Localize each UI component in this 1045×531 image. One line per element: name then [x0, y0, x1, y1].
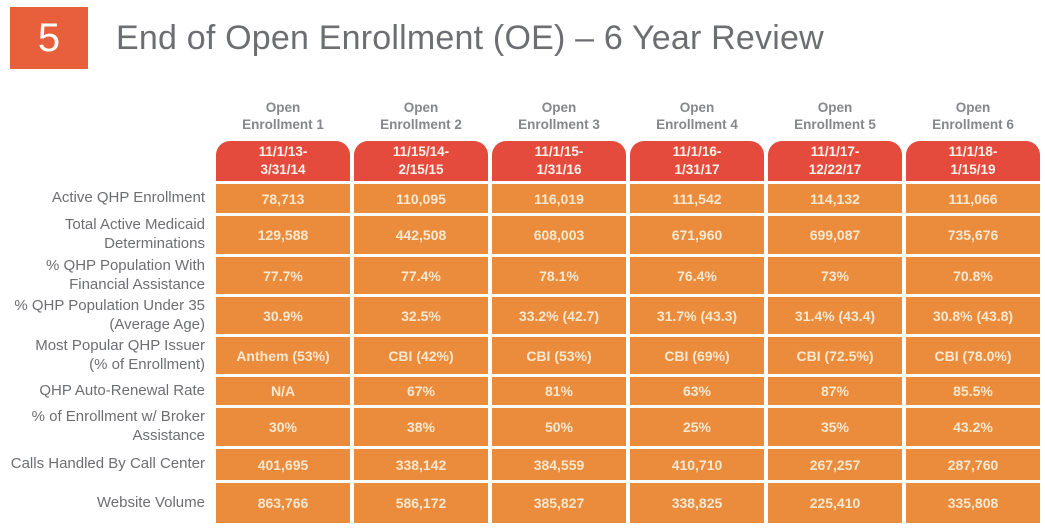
row-label: Most Popular QHP Issuer (% of Enrollment… — [35, 336, 205, 373]
data-cell: 78,713 — [216, 184, 350, 213]
data-cell: CBI (72.5%) — [768, 337, 902, 374]
row-label: % QHP Population Under 35 (Average Age) — [14, 296, 205, 333]
data-cell: 31.7% (43.3) — [630, 297, 764, 334]
data-cell: CBI (42%) — [354, 337, 488, 374]
page-title: End of Open Enrollment (OE) – 6 Year Rev… — [116, 18, 824, 57]
data-cell: 63% — [630, 377, 764, 405]
data-cell: 73% — [768, 257, 902, 294]
data-cell: 77.7% — [216, 257, 350, 294]
data-cell: 30.8% (43.8) — [906, 297, 1040, 334]
date-range-pill: 11/1/18- 1/15/19 — [906, 141, 1040, 181]
data-cell: 33.2% (42.7) — [492, 297, 626, 334]
data-cell: 671,960 — [630, 216, 764, 254]
row-label: Website Volume — [96, 493, 205, 511]
data-cell: 76.4% — [630, 257, 764, 294]
data-cell: 586,172 — [354, 483, 488, 523]
corner-spacer — [8, 141, 212, 181]
row-label: Active QHP Enrollment — [51, 189, 205, 207]
data-cell: 608,003 — [492, 216, 626, 254]
slide-number-badge: 5 — [10, 7, 88, 69]
column-header: Open Enrollment 4 — [656, 99, 738, 133]
date-range-pill: 11/15/14- 2/15/15 — [354, 141, 488, 181]
row-label: % of Enrollment w/ Broker Assistance — [31, 408, 205, 444]
data-cell: 30.9% — [216, 297, 350, 334]
data-cell: 38% — [354, 408, 488, 446]
corner-spacer — [8, 86, 212, 138]
date-range-pill: 11/1/17- 12/22/17 — [768, 141, 902, 181]
data-cell: 287,760 — [906, 449, 1040, 480]
data-cell: 338,142 — [354, 449, 488, 480]
data-cell: 87% — [768, 377, 902, 405]
row-label: Calls Handled By Call Center — [10, 455, 205, 473]
data-cell: 78.1% — [492, 257, 626, 294]
data-cell: 111,542 — [630, 184, 764, 213]
enrollment-review-table: Open Enrollment 1 Open Enrollment 2 Open… — [8, 86, 1040, 523]
column-header: Open Enrollment 6 — [932, 99, 1014, 133]
date-range-pill: 11/1/15- 1/31/16 — [492, 141, 626, 181]
data-cell: 67% — [354, 377, 488, 405]
data-cell: 81% — [492, 377, 626, 405]
slide-number: 5 — [37, 15, 61, 60]
data-cell: 335,808 — [906, 483, 1040, 523]
data-cell: 32.5% — [354, 297, 488, 334]
row-label: QHP Auto-Renewal Rate — [39, 381, 205, 399]
date-range-pill: 11/1/16- 1/31/17 — [630, 141, 764, 181]
data-cell: 863,766 — [216, 483, 350, 523]
data-cell: 116,019 — [492, 184, 626, 213]
data-cell: 43.2% — [906, 408, 1040, 446]
column-header: Open Enrollment 2 — [380, 99, 462, 133]
data-cell: 25% — [630, 408, 764, 446]
column-header: Open Enrollment 1 — [242, 99, 324, 133]
data-cell: 111,066 — [906, 184, 1040, 213]
data-cell: 35% — [768, 408, 902, 446]
data-cell: N/A — [216, 377, 350, 405]
data-cell: 338,825 — [630, 483, 764, 523]
data-cell: 401,695 — [216, 449, 350, 480]
data-cell: 385,827 — [492, 483, 626, 523]
data-cell: Anthem (53%) — [216, 337, 350, 374]
data-cell: 699,087 — [768, 216, 902, 254]
data-cell: 31.4% (43.4) — [768, 297, 902, 334]
data-cell: 77.4% — [354, 257, 488, 294]
row-label: Total Active Medicaid Determinations — [64, 216, 205, 252]
data-cell: 85.5% — [906, 377, 1040, 405]
data-cell: 267,257 — [768, 449, 902, 480]
data-cell: 110,095 — [354, 184, 488, 213]
data-cell: 70.8% — [906, 257, 1040, 294]
data-cell: 735,676 — [906, 216, 1040, 254]
slide-header: 5 End of Open Enrollment (OE) – 6 Year R… — [10, 6, 1035, 70]
data-cell: 114,132 — [768, 184, 902, 213]
data-cell: 225,410 — [768, 483, 902, 523]
date-range-pill: 11/1/13- 3/31/14 — [216, 141, 350, 181]
column-header: Open Enrollment 5 — [794, 99, 876, 133]
data-cell: 50% — [492, 408, 626, 446]
data-cell: CBI (78.0%) — [906, 337, 1040, 374]
column-header: Open Enrollment 3 — [518, 99, 600, 133]
data-cell: 410,710 — [630, 449, 764, 480]
data-cell: 129,588 — [216, 216, 350, 254]
data-cell: CBI (53%) — [492, 337, 626, 374]
data-cell: 384,559 — [492, 449, 626, 480]
data-cell: CBI (69%) — [630, 337, 764, 374]
data-cell: 30% — [216, 408, 350, 446]
row-label: % QHP Population With Financial Assistan… — [46, 256, 205, 293]
data-cell: 442,508 — [354, 216, 488, 254]
